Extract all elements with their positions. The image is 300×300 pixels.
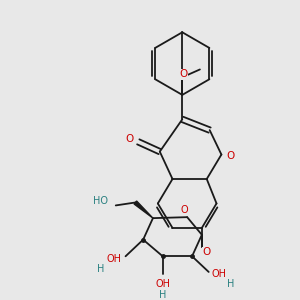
Text: H: H bbox=[159, 290, 166, 300]
Text: O: O bbox=[202, 248, 211, 257]
Text: H: H bbox=[98, 264, 105, 274]
Polygon shape bbox=[134, 201, 153, 218]
Text: OH: OH bbox=[155, 279, 170, 289]
Text: O: O bbox=[125, 134, 134, 144]
Text: O: O bbox=[180, 205, 188, 215]
Text: OH: OH bbox=[212, 269, 227, 279]
Text: HO: HO bbox=[93, 196, 108, 206]
Text: O: O bbox=[179, 69, 188, 79]
Text: OH: OH bbox=[106, 254, 121, 264]
Text: H: H bbox=[226, 279, 234, 289]
Text: O: O bbox=[226, 151, 234, 160]
